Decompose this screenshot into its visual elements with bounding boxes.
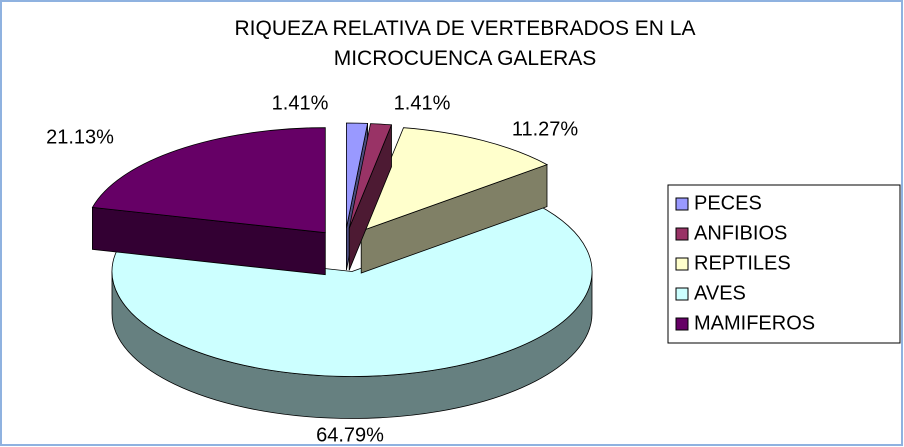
data-label: 1.41% xyxy=(394,92,451,114)
slice xyxy=(360,127,548,232)
legend-swatch xyxy=(675,227,689,241)
chart-title: RIQUEZA RELATIVA DE VERTEBRADOS EN LA MI… xyxy=(234,17,696,70)
data-label: 1.41% xyxy=(272,92,329,114)
legend-label: PECES xyxy=(694,192,762,214)
legend-box xyxy=(667,184,901,344)
data-label: 21.13% xyxy=(46,126,114,148)
slice xyxy=(346,122,369,229)
slice xyxy=(348,123,393,229)
slice xyxy=(111,204,593,377)
data-label: 11.27% xyxy=(512,118,579,140)
legend-swatch xyxy=(675,197,689,211)
slice xyxy=(91,127,326,234)
legend-swatch xyxy=(675,287,689,301)
legend-label: REPTILES xyxy=(694,252,791,274)
legend-label: AVES xyxy=(694,282,746,304)
legend-label: ANFIBIOS xyxy=(694,222,787,244)
legend-swatch xyxy=(675,317,689,331)
legend-swatch xyxy=(675,257,689,271)
legend-label: MAMIFEROS xyxy=(694,312,815,334)
data-label: 64.79% xyxy=(316,424,384,446)
